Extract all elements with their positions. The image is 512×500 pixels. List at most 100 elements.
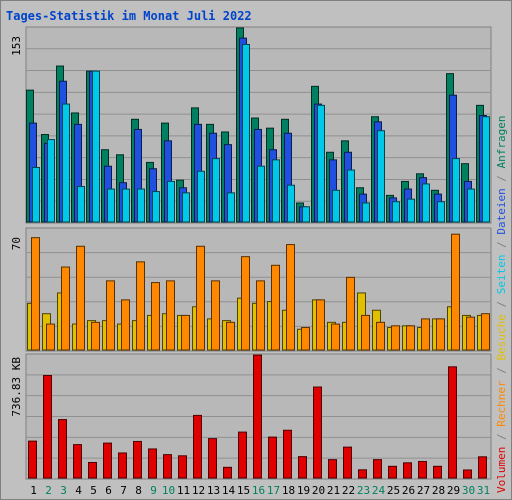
bar-seiten-day-15 bbox=[242, 43, 250, 223]
bar-volumen-day-11 bbox=[178, 455, 187, 479]
bar-rechner-day-26 bbox=[406, 325, 415, 351]
bar-seiten-day-25 bbox=[392, 201, 400, 223]
bar-seiten-day-2 bbox=[47, 139, 55, 223]
bar-rechner-day-6 bbox=[106, 280, 115, 351]
bar-seiten-day-22 bbox=[347, 169, 355, 223]
y-axis-max-label: 153 bbox=[10, 36, 23, 56]
bar-seiten-day-14 bbox=[227, 192, 235, 223]
x-axis-label-day-9: 9 bbox=[150, 484, 157, 497]
bar-volumen-day-7 bbox=[118, 452, 127, 479]
bar-volumen-day-24 bbox=[373, 459, 382, 479]
bar-seiten-day-3 bbox=[62, 103, 70, 223]
legend-separator: / bbox=[495, 168, 508, 188]
x-axis-label-day-22: 22 bbox=[342, 484, 355, 497]
bar-seiten-day-13 bbox=[212, 158, 220, 223]
bar-seiten-day-29 bbox=[452, 158, 460, 223]
x-axis-label-day-28: 28 bbox=[432, 484, 445, 497]
bar-rechner-day-25 bbox=[391, 325, 400, 351]
bar-rechner-day-23 bbox=[361, 314, 370, 351]
x-axis-label-day-13: 13 bbox=[207, 484, 220, 497]
bar-volumen-day-30 bbox=[463, 469, 472, 479]
bar-volumen-day-21 bbox=[328, 459, 337, 479]
bar-seiten-day-1 bbox=[32, 166, 40, 223]
x-axis-label-day-30: 30 bbox=[462, 484, 475, 497]
bar-volumen-day-20 bbox=[313, 386, 322, 479]
x-axis-label-day-7: 7 bbox=[120, 484, 127, 497]
bar-rechner-day-20 bbox=[316, 299, 325, 351]
bar-volumen-day-4 bbox=[73, 444, 82, 479]
bar-seiten-day-21 bbox=[332, 189, 340, 223]
bar-volumen-day-13 bbox=[208, 438, 217, 479]
bar-volumen-day-19 bbox=[298, 456, 307, 479]
x-axis-label-day-11: 11 bbox=[177, 484, 190, 497]
y-axis-max-label: 736.83 KB bbox=[10, 357, 23, 417]
bar-rechner-day-16 bbox=[256, 280, 265, 351]
x-axis-label-day-27: 27 bbox=[417, 484, 430, 497]
legend-separator: / bbox=[495, 361, 508, 381]
legend: Volumen / Rechner / Besuche / Seiten / D… bbox=[495, 115, 508, 493]
bar-seiten-day-18 bbox=[287, 184, 295, 223]
legend-item-besuche: Besuche bbox=[495, 314, 508, 360]
x-axis-label-day-1: 1 bbox=[30, 484, 37, 497]
bar-seiten-day-16 bbox=[257, 165, 265, 223]
bar-volumen-day-9 bbox=[148, 448, 157, 479]
y-axis-max-label: 70 bbox=[10, 237, 23, 250]
bar-volumen-day-31 bbox=[478, 456, 487, 479]
bar-volumen-day-26 bbox=[403, 462, 412, 479]
x-axis-label-day-14: 14 bbox=[222, 484, 236, 497]
bar-volumen-day-3 bbox=[58, 419, 67, 479]
bar-seiten-day-26 bbox=[407, 198, 415, 223]
bar-volumen-day-22 bbox=[343, 446, 352, 479]
bar-rechner-day-31 bbox=[481, 313, 490, 351]
bar-rechner-day-21 bbox=[331, 323, 340, 351]
bar-seiten-day-30 bbox=[467, 188, 475, 223]
bar-volumen-day-23 bbox=[358, 469, 367, 479]
bar-rechner-day-29 bbox=[451, 233, 460, 351]
bar-volumen-day-6 bbox=[103, 442, 112, 479]
x-axis-label-day-25: 25 bbox=[387, 484, 400, 497]
bar-volumen-day-10 bbox=[163, 454, 172, 479]
x-axis-label-day-20: 20 bbox=[312, 484, 325, 497]
bar-rechner-day-19 bbox=[301, 327, 310, 351]
bar-volumen-day-15 bbox=[238, 431, 247, 479]
x-axis-label-day-23: 23 bbox=[357, 484, 370, 497]
bar-rechner-day-5 bbox=[91, 321, 100, 351]
bar-seiten-day-5 bbox=[92, 70, 100, 223]
bar-seiten-day-31 bbox=[482, 116, 490, 223]
bar-seiten-day-12 bbox=[197, 170, 205, 223]
bar-rechner-day-14 bbox=[226, 321, 235, 351]
bar-volumen-day-25 bbox=[388, 465, 397, 479]
x-axis-label-day-5: 5 bbox=[90, 484, 97, 497]
legend-item-rechner: Rechner bbox=[495, 380, 508, 427]
bar-rechner-day-11 bbox=[181, 314, 190, 351]
bar-seiten-day-10 bbox=[167, 180, 175, 223]
bar-rechner-day-18 bbox=[286, 244, 295, 351]
bar-volumen-day-27 bbox=[418, 460, 427, 479]
bar-rechner-day-9 bbox=[151, 282, 160, 351]
bar-rechner-day-8 bbox=[136, 261, 145, 351]
x-axis-label-day-24: 24 bbox=[372, 484, 386, 497]
bar-volumen-day-16 bbox=[253, 354, 262, 479]
bar-volumen-day-1 bbox=[28, 440, 37, 479]
bar-rechner-day-4 bbox=[76, 245, 85, 351]
bar-seiten-day-17 bbox=[272, 159, 280, 223]
legend-item-anfragen: Anfragen bbox=[495, 115, 508, 168]
bar-seiten-day-27 bbox=[422, 183, 430, 223]
x-axis-label-day-29: 29 bbox=[447, 484, 460, 497]
legend-separator: / bbox=[495, 427, 508, 447]
x-axis-label-day-17: 17 bbox=[267, 484, 280, 497]
x-axis-label-day-6: 6 bbox=[105, 484, 112, 497]
x-axis-label-day-3: 3 bbox=[60, 484, 67, 497]
x-axis-label-day-19: 19 bbox=[297, 484, 310, 497]
bar-rechner-day-15 bbox=[241, 256, 250, 351]
bar-rechner-day-27 bbox=[421, 318, 430, 351]
x-axis-label-day-21: 21 bbox=[327, 484, 340, 497]
bar-rechner-day-12 bbox=[196, 245, 205, 351]
bar-rechner-day-17 bbox=[271, 264, 280, 351]
x-axis-label-day-31: 31 bbox=[477, 484, 490, 497]
bar-seiten-day-24 bbox=[377, 130, 385, 223]
bar-seiten-day-11 bbox=[182, 192, 190, 223]
chart-title: Tages-Statistik im Monat Juli 2022 bbox=[6, 9, 252, 23]
bar-rechner-day-2 bbox=[46, 323, 55, 351]
